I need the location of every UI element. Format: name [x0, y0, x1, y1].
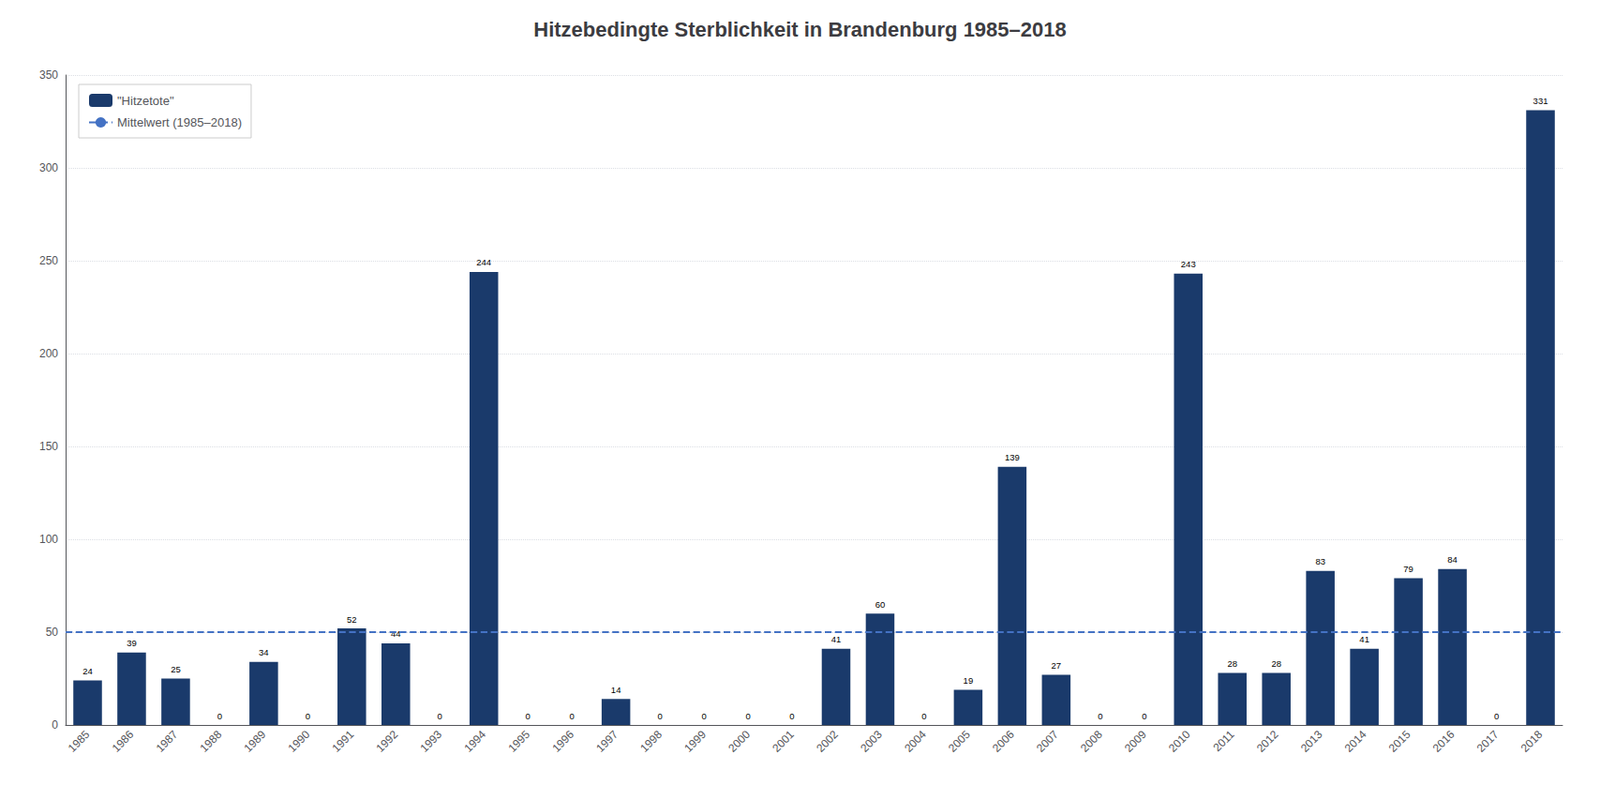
svg-text:1992: 1992: [373, 727, 401, 755]
svg-text:1991: 1991: [328, 727, 357, 755]
svg-text:2001: 2001: [769, 727, 797, 755]
svg-text:1993: 1993: [417, 727, 445, 755]
svg-text:2008: 2008: [1077, 727, 1106, 755]
svg-text:0: 0: [525, 710, 531, 721]
svg-text:2013: 2013: [1298, 727, 1326, 755]
svg-text:83: 83: [1315, 555, 1326, 567]
svg-text:Hitzebedingte Sterblichkeit in: Hitzebedingte Sterblichkeit in Brandenbu…: [533, 17, 1067, 42]
svg-text:1995: 1995: [505, 727, 533, 755]
svg-text:0: 0: [745, 710, 750, 721]
svg-text:0: 0: [789, 710, 794, 721]
svg-text:2015: 2015: [1386, 727, 1414, 755]
svg-text:14: 14: [611, 684, 622, 695]
svg-text:50: 50: [45, 625, 60, 639]
svg-text:2012: 2012: [1254, 727, 1282, 755]
svg-text:2011: 2011: [1211, 727, 1238, 754]
svg-text:1996: 1996: [549, 727, 577, 755]
svg-text:1989: 1989: [241, 727, 270, 755]
svg-text:0: 0: [217, 710, 223, 721]
svg-text:0: 0: [437, 710, 443, 721]
svg-text:1985: 1985: [65, 727, 93, 755]
svg-text:2016: 2016: [1430, 727, 1458, 755]
svg-text:1999: 1999: [681, 727, 709, 755]
svg-text:41: 41: [1359, 633, 1370, 644]
svg-text:0: 0: [657, 710, 662, 721]
svg-text:1986: 1986: [109, 727, 137, 755]
svg-text:0: 0: [51, 717, 59, 732]
svg-text:2010: 2010: [1166, 727, 1194, 755]
svg-text:19: 19: [963, 674, 974, 686]
svg-text:Mittelwert (1985–2018): Mittelwert (1985–2018): [117, 115, 242, 130]
svg-text:28: 28: [1271, 657, 1282, 669]
svg-text:243: 243: [1181, 258, 1197, 270]
svg-text:41: 41: [831, 633, 842, 644]
svg-text:1994: 1994: [461, 727, 489, 755]
svg-text:28: 28: [1226, 657, 1238, 669]
svg-text:150: 150: [39, 439, 59, 453]
svg-text:2007: 2007: [1033, 727, 1062, 755]
svg-text:39: 39: [126, 637, 137, 648]
svg-text:2005: 2005: [945, 727, 973, 755]
svg-text:84: 84: [1447, 553, 1458, 565]
svg-text:24: 24: [82, 665, 93, 676]
svg-text:52: 52: [346, 613, 358, 625]
svg-text:1987: 1987: [153, 727, 181, 755]
svg-text:2002: 2002: [813, 727, 841, 755]
svg-text:60: 60: [875, 598, 886, 610]
svg-text:1997: 1997: [593, 727, 621, 755]
svg-text:44: 44: [390, 628, 402, 639]
svg-text:139: 139: [1004, 451, 1020, 463]
svg-text:2003: 2003: [857, 727, 885, 755]
svg-text:0: 0: [569, 710, 575, 721]
svg-text:1990: 1990: [285, 727, 314, 755]
svg-text:2006: 2006: [989, 727, 1017, 755]
svg-text:"Hitzetote": "Hitzetote": [117, 93, 175, 108]
svg-text:0: 0: [921, 710, 927, 721]
svg-text:331: 331: [1533, 95, 1549, 106]
svg-text:1988: 1988: [197, 727, 225, 755]
svg-text:250: 250: [39, 254, 59, 268]
svg-text:0: 0: [1494, 710, 1499, 721]
svg-text:2014: 2014: [1342, 727, 1370, 755]
svg-text:0: 0: [1097, 710, 1103, 721]
svg-text:2009: 2009: [1121, 727, 1150, 755]
svg-text:79: 79: [1403, 563, 1414, 574]
svg-text:2018: 2018: [1518, 727, 1546, 755]
svg-text:27: 27: [1051, 659, 1062, 671]
svg-text:0: 0: [701, 710, 706, 721]
svg-text:2004: 2004: [901, 727, 929, 755]
svg-text:0: 0: [1141, 710, 1147, 721]
svg-text:0: 0: [305, 710, 311, 721]
svg-text:1998: 1998: [637, 727, 665, 755]
svg-text:244: 244: [476, 256, 492, 268]
svg-text:25: 25: [170, 663, 181, 674]
svg-text:200: 200: [39, 346, 59, 360]
svg-text:34: 34: [258, 646, 270, 658]
svg-text:100: 100: [39, 532, 59, 546]
svg-text:2000: 2000: [725, 727, 753, 755]
svg-text:300: 300: [39, 161, 59, 175]
svg-text:2017: 2017: [1474, 727, 1502, 755]
svg-text:350: 350: [39, 68, 59, 82]
